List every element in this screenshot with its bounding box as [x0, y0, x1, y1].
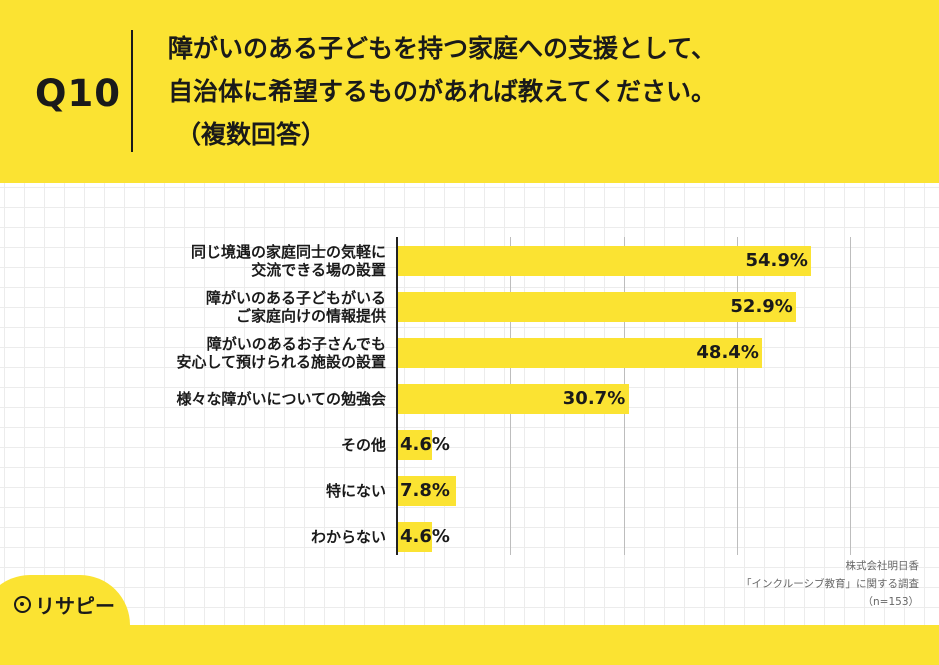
footer-sample: （n=153） [862, 596, 920, 608]
bar [397, 338, 763, 368]
category-label-line: わからない [310, 528, 386, 546]
bar-value-label: 4.6% [400, 434, 450, 455]
gridline [736, 237, 738, 555]
category-label-line: 障がいのあるお子さんでも [206, 335, 386, 353]
footer: 株式会社明日香 「インクルーシブ教育」に関する調査 （n=153） [741, 557, 919, 611]
bar-value-label: 48.4% [696, 342, 759, 363]
category-label: 特にない [326, 482, 386, 500]
bar [397, 292, 797, 322]
category-label-line: 同じ境遇の家庭同士の気軽に [190, 243, 386, 261]
bar-value-label: 4.6% [400, 526, 450, 547]
bar-value-label: 7.8% [400, 480, 450, 501]
bar [397, 430, 432, 460]
category-label-line: 特にない [325, 482, 386, 500]
category-label: 様々な障がいについての勉強会 [176, 390, 386, 408]
category-label: 障がいのあるお子さんでも 安心して預けられる施設の設置 [176, 335, 386, 371]
category-label: 同じ境遇の家庭同士の気軽に 交流できる場の設置 [191, 243, 386, 279]
category-label-line: 障がいのある子どもがいる [205, 289, 386, 307]
brand-logo: リサピー [14, 590, 115, 619]
bar [397, 384, 629, 414]
header-divider [131, 30, 133, 152]
category-label-line: 交流できる場の設置 [251, 261, 386, 279]
category-label: 障がいのある子どもがいる ご家庭向けの情報提供 [206, 289, 386, 325]
footer-survey: 「インクルーシブ教育」に関する調査 [741, 578, 919, 590]
chart-axis [396, 237, 398, 555]
question-text: 障がいのある子どもを持つ家庭への支援として、 自治体に希望するものがあれば教えて… [168, 27, 716, 156]
category-label-line: 安心して預けられる施設の設置 [176, 353, 386, 371]
bar [397, 522, 432, 552]
bar-value-label: 54.9% [745, 250, 808, 271]
bar-value-label: 30.7% [562, 388, 626, 409]
bar [397, 246, 812, 276]
logo-text: リサピー [35, 594, 115, 618]
logo-background [0, 575, 130, 665]
category-label-line: 様々な障がいについての勉強会 [176, 390, 386, 408]
question-line-2: 自治体に希望するものがあれば教えてください。 [168, 77, 717, 106]
category-label: その他 [341, 436, 386, 454]
bar-value-label: 52.9% [730, 296, 793, 317]
header: Q10 障がいのある子どもを持つ家庭への支援として、 自治体に希望するものがあれ… [0, 0, 939, 183]
footer-company: 株式会社明日香 [845, 560, 920, 572]
question-line-1: 障がいのある子どもを持つ家庭への支援として、 [168, 34, 717, 63]
question-number: Q10 [35, 72, 121, 115]
category-label: わからない [311, 528, 386, 546]
bar [397, 476, 456, 506]
category-label-line: その他 [340, 436, 386, 454]
question-note: （複数回答） [176, 120, 327, 149]
risapy-circle-icon [14, 596, 31, 613]
category-label-line: ご家庭向けの情報提供 [235, 307, 386, 325]
gridline [850, 237, 851, 555]
